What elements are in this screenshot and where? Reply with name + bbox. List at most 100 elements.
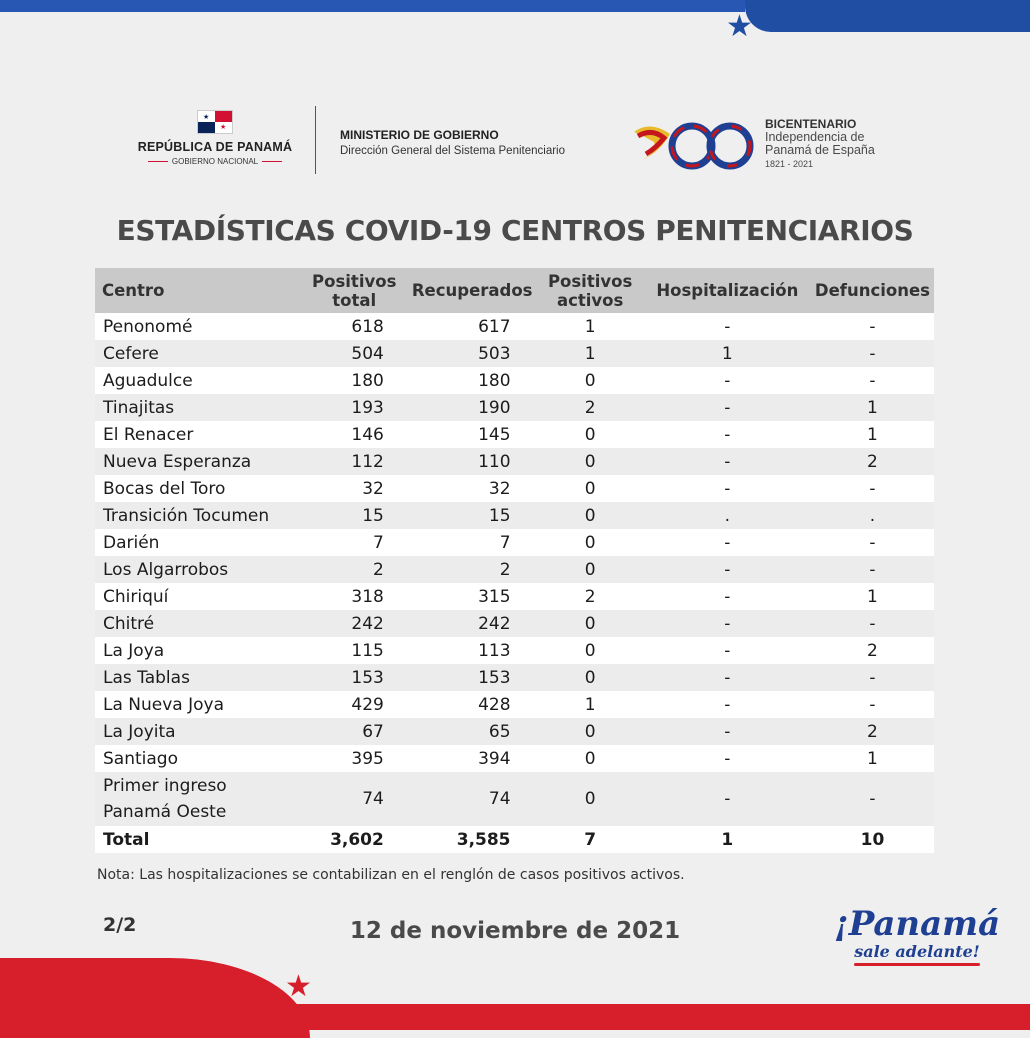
- cell-recuperados: 32: [407, 475, 537, 502]
- cell-positivos-total: 115: [300, 637, 408, 664]
- cell-hospitalizacion: -: [643, 610, 811, 637]
- header-divider: [315, 106, 316, 174]
- cell-recuperados: 15: [407, 502, 537, 529]
- table-row: Primer ingreso Panamá Oeste 74 74 0- -: [95, 772, 934, 826]
- cell-hospitalizacion: -: [643, 448, 811, 475]
- cell-positivos-activos: 1: [536, 313, 644, 340]
- ministerio-subtitle: Dirección General del Sistema Penitencia…: [340, 145, 565, 157]
- cell-recuperados: 617: [407, 313, 537, 340]
- bicentenario-title: BICENTENARIO: [765, 117, 857, 131]
- brand-main: ¡Panamá: [833, 904, 1001, 944]
- cell-positivos-activos: 0: [536, 475, 644, 502]
- cell-positivos-total: 318: [300, 583, 408, 610]
- cell-centro-line2: Panamá Oeste: [103, 802, 227, 822]
- brand-underline: [854, 963, 980, 966]
- cell-recuperados: 190: [407, 394, 537, 421]
- cell-hospitalizacion: 1: [643, 340, 811, 367]
- table-row: El Renacer 146 145 0-1: [95, 421, 934, 448]
- ministerio-title: MINISTERIO DE GOBIERNO: [340, 128, 499, 142]
- bicentenario-line2: Panamá de España: [765, 143, 875, 157]
- total-centro: Total: [95, 826, 301, 853]
- table-row: Nueva Esperanza 112 110 0-2: [95, 448, 934, 475]
- table-row: Bocas del Toro 32 32 0- -: [95, 475, 934, 502]
- col-header-defunciones: Defunciones: [810, 268, 934, 313]
- cell-defunciones: -: [810, 664, 934, 691]
- top-right-band: [745, 0, 1030, 32]
- footnote: Nota: Las hospitalizaciones se contabili…: [97, 867, 685, 883]
- cell-positivos-total: 618: [300, 313, 408, 340]
- cell-defunciones: -: [810, 610, 934, 637]
- table-row: Santiago 395 394 0-1: [95, 745, 934, 772]
- cell-defunciones: -: [810, 367, 934, 394]
- cell-recuperados: 180: [407, 367, 537, 394]
- cell-positivos-total: 2: [300, 556, 408, 583]
- table-row: Aguadulce 180 180 0- -: [95, 367, 934, 394]
- cell-centro: Transición Tocumen: [95, 502, 301, 529]
- top-band: [0, 0, 745, 12]
- cell-centro: Penonomé: [95, 313, 301, 340]
- cell-centro: Cefere: [95, 340, 301, 367]
- cell-defunciones: .: [810, 502, 934, 529]
- cell-positivos-activos: 0: [536, 502, 644, 529]
- bicentenario-years: 1821 - 2021: [765, 159, 814, 169]
- col-header-hospitalizacion: Hospitalización: [643, 268, 811, 313]
- cell-positivos-total: 146: [300, 421, 408, 448]
- report-date: 12 de noviembre de 2021: [349, 918, 681, 944]
- cell-centro: Chiriquí: [95, 583, 301, 610]
- table-body: Penonomé 618 617 1- - Cefere 504 503 1 1- Aguadulc…: [95, 313, 934, 853]
- cell-recuperados: 113: [407, 637, 537, 664]
- cell-positivos-activos: 1: [536, 340, 644, 367]
- cell-hospitalizacion: -: [643, 475, 811, 502]
- table-row: Cefere 504 503 1 1-: [95, 340, 934, 367]
- col-header-recuperados: Recuperados: [407, 268, 537, 313]
- cell-centro: La Nueva Joya: [95, 691, 301, 718]
- total-positivos-activos: 7: [536, 826, 644, 853]
- cell-recuperados: 145: [407, 421, 537, 448]
- col-header-centro: Centro: [95, 268, 301, 313]
- cell-recuperados: 110: [407, 448, 537, 475]
- cell-centro: Bocas del Toro: [95, 475, 301, 502]
- table-header-row: Centro Positivos total Recuperados Posit…: [95, 268, 934, 313]
- cell-centro: La Joyita: [95, 718, 301, 745]
- cell-positivos-total: 242: [300, 610, 408, 637]
- panama-flag-icon: ★ ★: [197, 110, 233, 134]
- cell-hospitalizacion: -: [643, 421, 811, 448]
- cell-positivos-activos: 0: [536, 556, 644, 583]
- cell-hospitalizacion: -: [643, 691, 811, 718]
- cell-centro: Los Algarrobos: [95, 556, 301, 583]
- cell-defunciones: -: [810, 313, 934, 340]
- cell-positivos-total: 32: [300, 475, 408, 502]
- cell-positivos-activos: 0: [536, 529, 644, 556]
- republica-subtitle: GOBIERNO NACIONAL: [130, 157, 300, 166]
- red-star-icon: ★: [285, 969, 312, 1004]
- cell-centro: Chitré: [95, 610, 301, 637]
- bottom-band: [0, 1004, 1030, 1030]
- table-row: Las Tablas 153 153 0- -: [95, 664, 934, 691]
- cell-centro: Aguadulce: [95, 367, 301, 394]
- cell-positivos-activos: 0: [536, 718, 644, 745]
- cell-centro: Nueva Esperanza: [95, 448, 301, 475]
- cell-hospitalizacion: -: [643, 367, 811, 394]
- cell-hospitalizacion: -: [643, 556, 811, 583]
- table-row: Los Algarrobos 2 2 0- -: [95, 556, 934, 583]
- cell-defunciones: 1: [810, 421, 934, 448]
- cell-recuperados: 394: [407, 745, 537, 772]
- cell-defunciones: -: [810, 556, 934, 583]
- cell-positivos-activos: 0: [536, 745, 644, 772]
- table-row: Chitré 242 242 0- -: [95, 610, 934, 637]
- cell-centro: La Joya: [95, 637, 301, 664]
- table-row: La Nueva Joya 429 428 1- -: [95, 691, 934, 718]
- cell-positivos-total: 7: [300, 529, 408, 556]
- cell-defunciones: -: [810, 772, 934, 826]
- col-header-positivos-total: Positivos total: [300, 268, 408, 313]
- table-row: La Joya 115 113 0-2: [95, 637, 934, 664]
- cell-positivos-total: 395: [300, 745, 408, 772]
- col-header-positivos-activos: Positivos activos: [536, 268, 644, 313]
- cell-positivos-activos: 0: [536, 772, 644, 826]
- cell-recuperados: 503: [407, 340, 537, 367]
- republica-title: REPÚBLICA DE PANAMÁ: [137, 140, 293, 154]
- cell-defunciones: 1: [810, 583, 934, 610]
- brand-sub: sale adelante!: [854, 942, 980, 961]
- cell-defunciones: -: [810, 475, 934, 502]
- cell-centro: Tinajitas: [95, 394, 301, 421]
